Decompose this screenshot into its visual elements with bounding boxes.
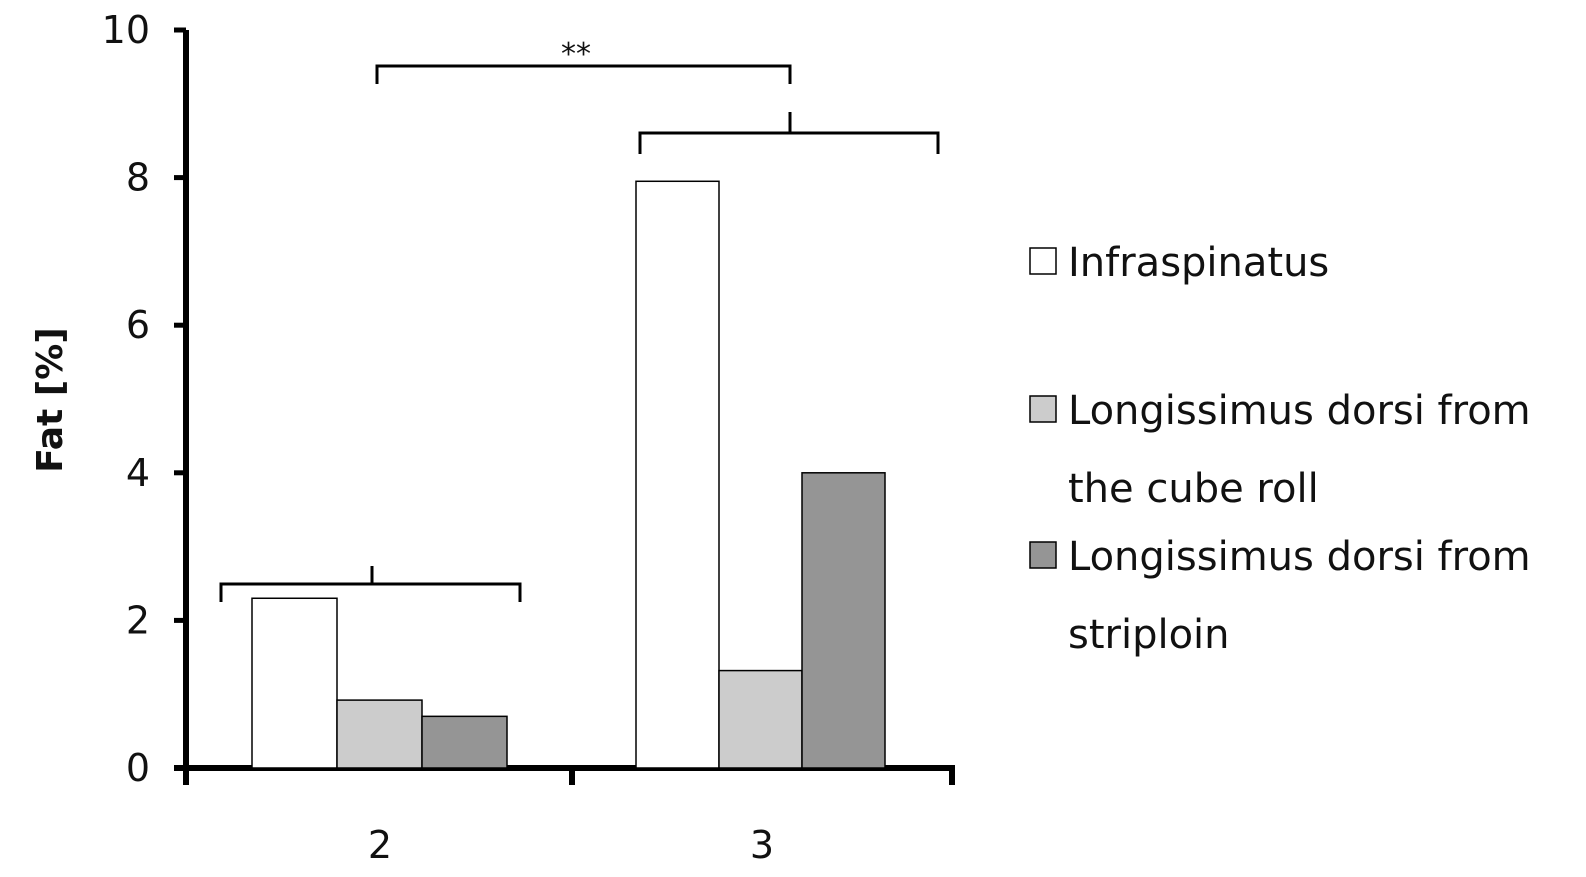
bar-3-series-2 — [718, 669, 803, 769]
bar-2-series-2 — [336, 699, 423, 769]
legend-label: Longissimus dorsi from — [1068, 388, 1531, 434]
bracket-group-3 — [638, 112, 940, 154]
y-tick-label: 8 — [126, 156, 150, 200]
legend-swatch — [1029, 395, 1057, 423]
y-tick-label: 10 — [102, 8, 150, 52]
bar-3-series-3 — [801, 472, 886, 769]
legend-swatch — [1029, 541, 1057, 569]
bracket-group-2 — [219, 566, 522, 602]
y-tick-label: 0 — [126, 746, 150, 790]
x-tick-label: 2 — [368, 823, 392, 867]
legend-label: Infraspinatus — [1068, 240, 1329, 286]
bar-3-series-1 — [635, 180, 720, 769]
bar-2-series-3 — [421, 715, 508, 769]
legend-swatch — [1029, 247, 1057, 275]
legend-label: striploin — [1068, 612, 1230, 658]
y-tick-label: 6 — [126, 303, 150, 347]
bracket-comparison — [375, 64, 792, 84]
y-axis-label: Fat [%] — [30, 327, 71, 473]
bar-2-series-1 — [251, 597, 338, 769]
significance-label: ** — [561, 37, 591, 72]
y-tick-label: 2 — [126, 598, 150, 642]
y-tick-label: 4 — [126, 451, 150, 495]
y-ticks: 0 2 4 6 8 10 — [102, 8, 186, 790]
legend-label: Longissimus dorsi from — [1068, 534, 1531, 580]
x-tick-label: 3 — [750, 823, 774, 867]
bars — [251, 180, 886, 769]
legend-label: the cube roll — [1068, 466, 1319, 512]
legend: Infraspinatus Longissimus dorsi from the c… — [1029, 240, 1531, 658]
